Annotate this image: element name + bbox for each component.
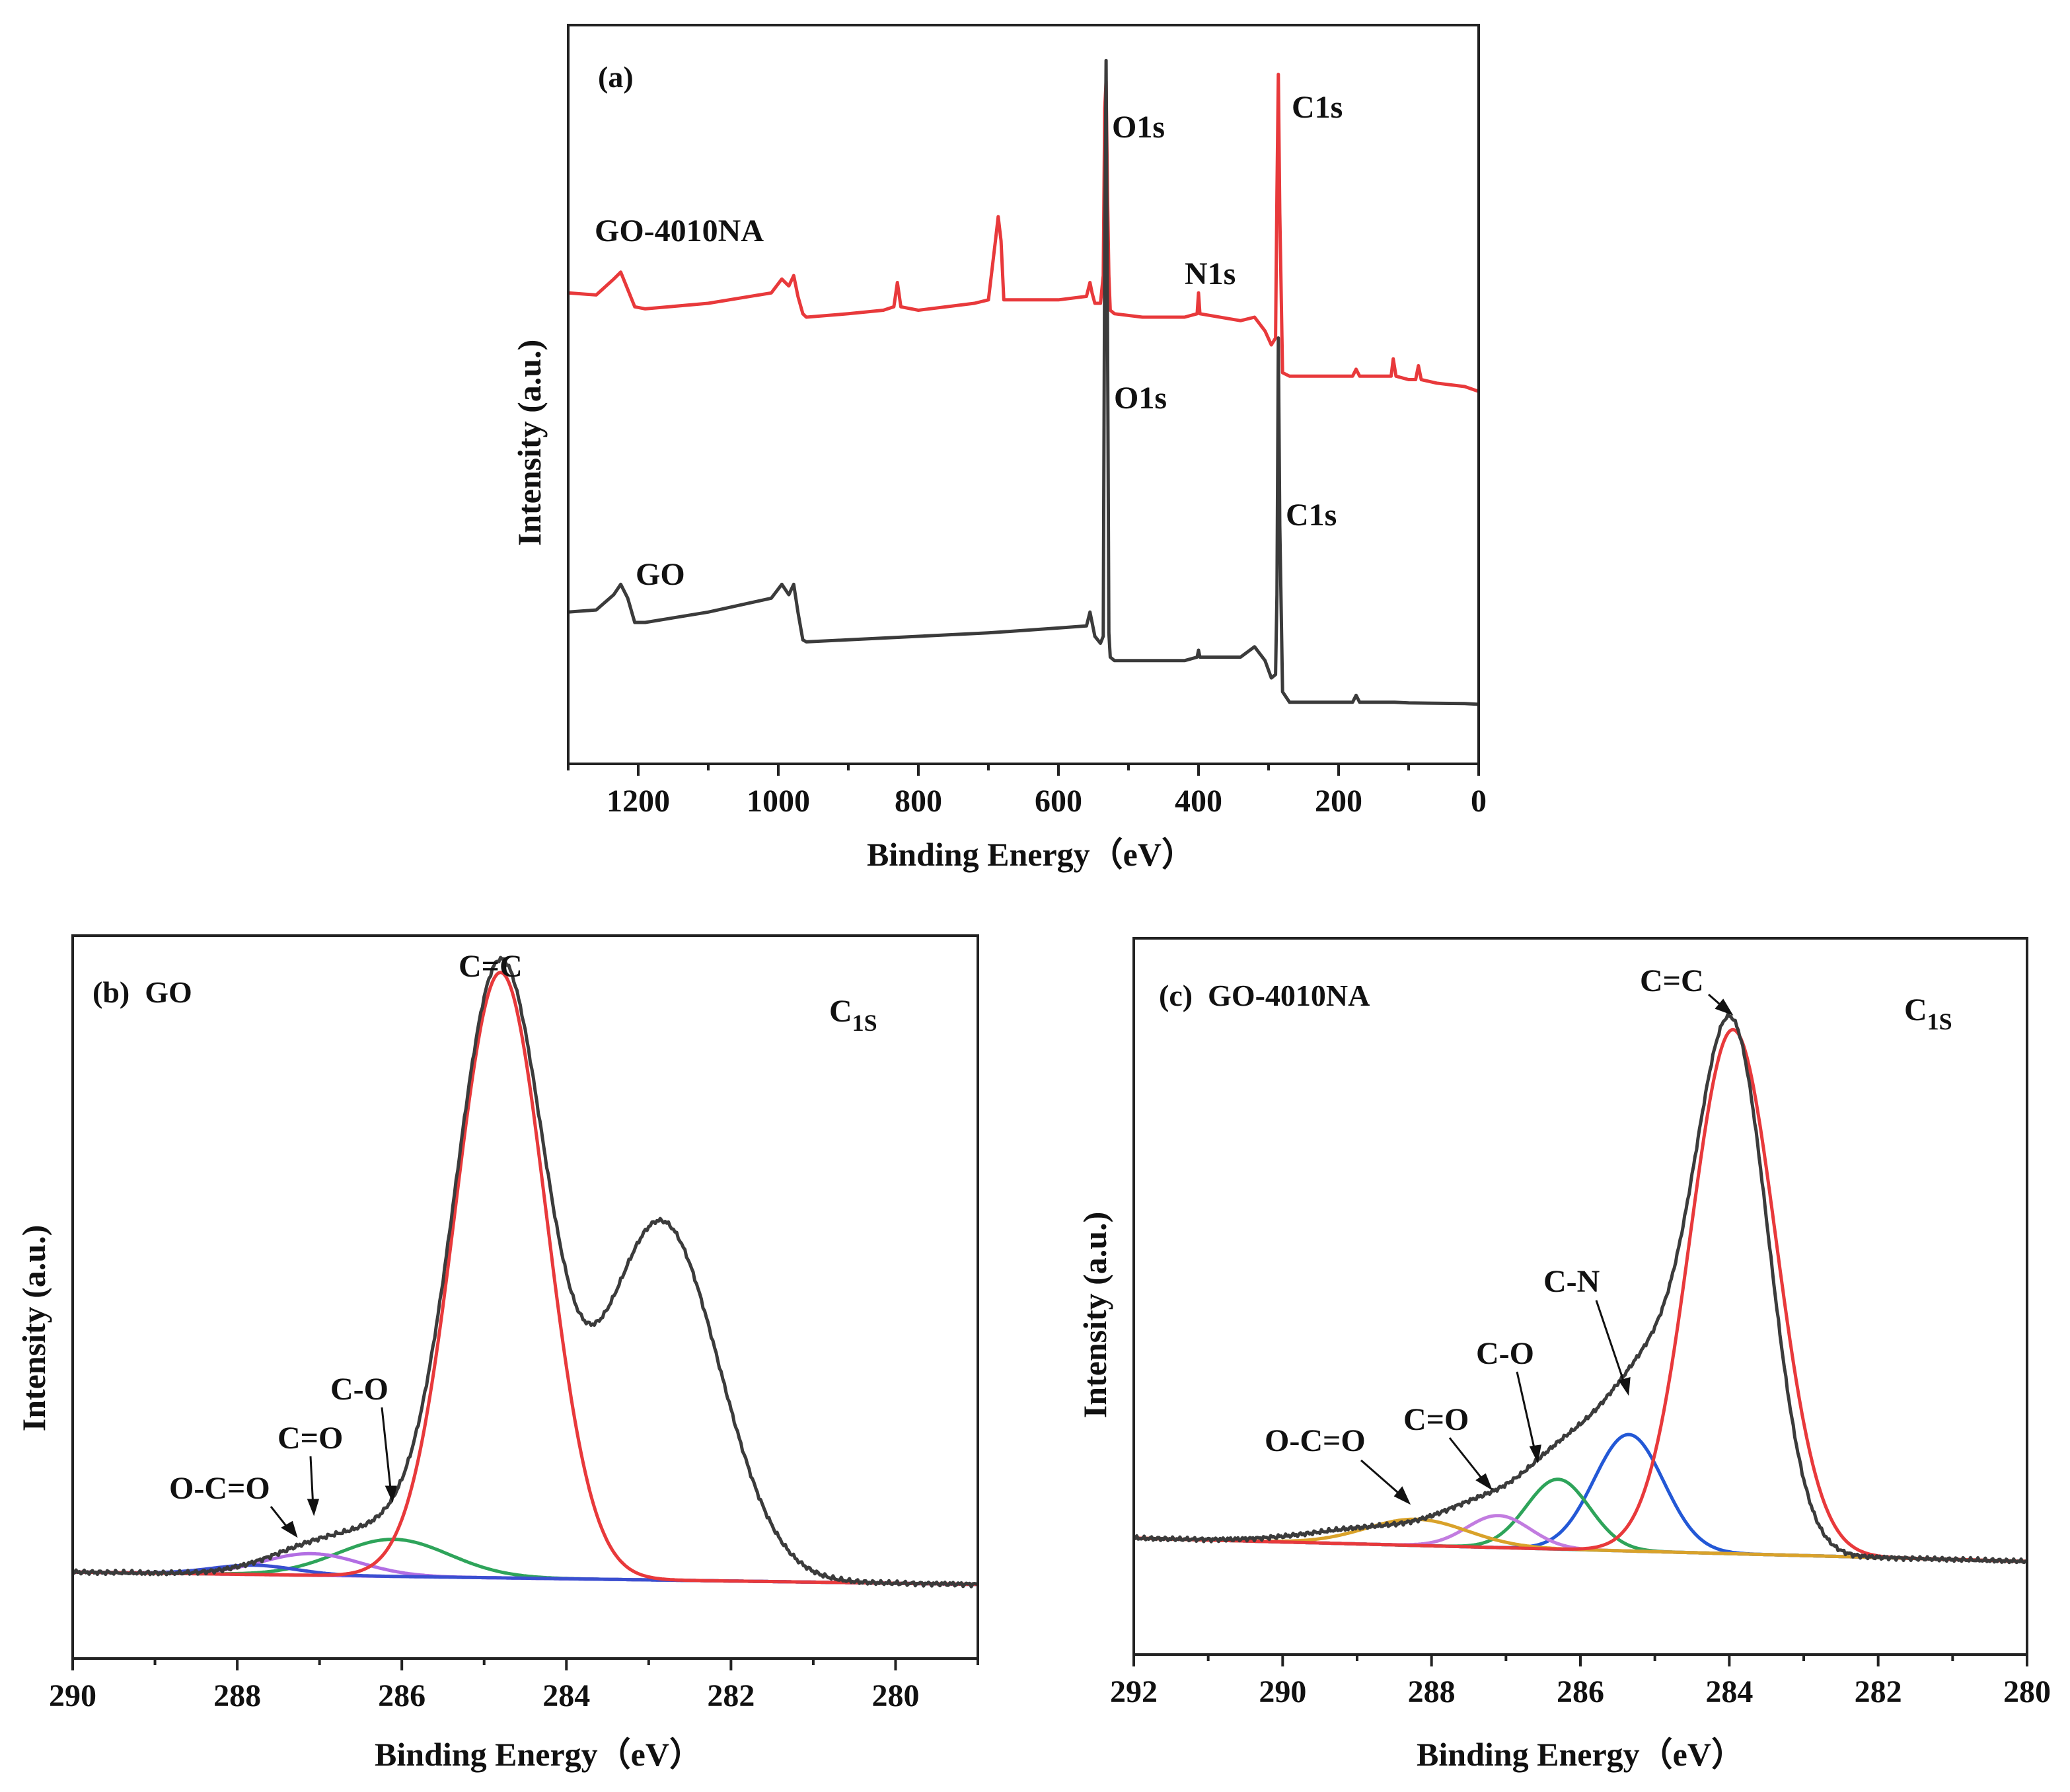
arrow-c-eq-o-head	[1475, 1473, 1493, 1491]
panel-b-x-axis-title: Binding Energy（eV）	[375, 1736, 702, 1773]
panel-c-plot-area	[1133, 1012, 2028, 1565]
arrow-c-o	[1516, 1371, 1537, 1454]
panel-c-label-c-eq-o: C=O	[1403, 1402, 1469, 1437]
panel-b-tick-label-284: 284	[542, 1678, 590, 1713]
panel-b-label: (b) GO	[92, 975, 192, 1009]
arrow-c-o-head	[1529, 1444, 1541, 1464]
panel-a-label-go-c1s: C1s	[1286, 498, 1337, 533]
panel-a-x-axis-title: Binding Energy（eV）	[867, 836, 1195, 873]
panel-a-label-go4010na-c1s: C1s	[1292, 90, 1343, 125]
panel-b-label-c-eq-o: C=O	[277, 1421, 343, 1456]
panel-a-tick-label-800: 800	[895, 784, 942, 819]
panel-c-tick-label-280: 280	[2003, 1674, 2051, 1709]
arrow-o-c-eq-o-head	[1393, 1486, 1411, 1505]
panel-c-label-c-n: C-N	[1543, 1264, 1600, 1299]
panel-c-tick-label-282: 282	[1855, 1674, 1902, 1709]
panel-c-label-o-c-eq-o: O-C=O	[1265, 1423, 1366, 1458]
panel-b-corner-label: C1S	[829, 994, 877, 1036]
panel-b-label-c-eq-c: C=C	[459, 949, 523, 984]
arrow-c-eq-c-head	[1715, 998, 1734, 1016]
panel-c-label: (c) GO-4010NA	[1159, 979, 1370, 1012]
panel-a-tick-label-0: 0	[1471, 784, 1487, 819]
panel-c-x-ticks: 292 290 288 286 284 282 280	[1110, 1655, 2051, 1709]
panel-a-tick-label-1200: 1200	[607, 784, 670, 819]
panel-c-tick-label-284: 284	[1705, 1674, 1753, 1709]
panel-b-tick-label-286: 286	[378, 1678, 425, 1713]
panel-a-tick-label-1000: 1000	[747, 784, 810, 819]
panel-b-label-o-c-eq-o: O-C=O	[169, 1471, 270, 1506]
arrow-c-eq-o	[1448, 1437, 1487, 1483]
panel-b-series-c-eq-c	[73, 971, 978, 1587]
panel-b-tick-label-288: 288	[213, 1678, 261, 1713]
panel-b-tick-label-282: 282	[707, 1678, 755, 1713]
arrow-c-o	[381, 1407, 392, 1495]
panel-a-label-go-sample: GO	[636, 557, 685, 592]
panel-a-label-go4010na-n1s: N1s	[1185, 256, 1236, 291]
arrow-c-o-head	[385, 1485, 397, 1503]
panel-b-tick-label-290: 290	[49, 1678, 96, 1713]
panel-a-tick-label-200: 200	[1315, 784, 1362, 819]
panel-c-y-axis-title: Intensity (a.u.)	[1076, 1212, 1113, 1419]
panel-b-tick-label-280: 280	[871, 1678, 919, 1713]
panel-b-plot-area	[72, 955, 979, 1588]
panel-a-label-go4010na-sample: GO-4010NA	[595, 213, 764, 248]
panel-c-tick-label-286: 286	[1557, 1674, 1604, 1709]
series-line-go	[568, 59, 1479, 706]
panel-a-label: (a)	[598, 60, 634, 94]
panel-c-tick-label-290: 290	[1259, 1674, 1306, 1709]
panel-c-tick-label-288: 288	[1408, 1674, 1456, 1709]
panel-b-series-raw-spectrum	[72, 955, 979, 1588]
panel-a-tick-label-400: 400	[1175, 784, 1222, 819]
panel-b-frame	[71, 934, 979, 1660]
panel-a-tick-label-600: 600	[1035, 784, 1082, 819]
panel-c-label-c-o: C-O	[1476, 1336, 1534, 1371]
panel-a-label-go-o1s: O1s	[1114, 381, 1167, 416]
panel-b-y-axis-title: Intensity (a.u.)	[15, 1225, 52, 1432]
panel-a-x-ticks: 1200 1000 800 600 400 200 0	[567, 764, 1487, 819]
arrow-c-n-head	[1618, 1376, 1631, 1396]
panel-b-label-c-o: C-O	[330, 1372, 388, 1407]
arrow-c-eq-o-head	[307, 1499, 320, 1516]
panel-c-annotation-arrows	[1360, 993, 1734, 1505]
panel-a-y-axis-title: Intensity (a.u.)	[511, 340, 548, 546]
panel-a-label-go4010na-o1s: O1s	[1112, 110, 1165, 145]
arrow-o-c-eq-o-head	[281, 1520, 298, 1538]
panel-a-survey-spectra: 1200 1000 800 600 400 200 0 (a) GO-4010NA O1s …	[511, 24, 1487, 873]
panel-c-go4010na-c1s: 292 290 288 286 284 282 280 (c) GO-4010NA C1S …	[1076, 937, 2051, 1773]
panel-b-go-c1s: 290 288 286 284 282 280 (b) GO C1S C=C C-O C=…	[15, 934, 979, 1773]
panel-c-x-axis-title: Binding Energy（eV）	[1417, 1736, 1744, 1773]
panel-c-corner-label: C1S	[1904, 992, 1952, 1035]
panel-b-annotation-arrows	[270, 1407, 397, 1538]
arrow-c-n	[1595, 1300, 1627, 1387]
panel-b-x-ticks: 290 288 286 284 282 280	[49, 1659, 979, 1713]
panel-a-frame	[567, 24, 1480, 765]
panel-c-label-c-eq-c: C=C	[1640, 963, 1704, 998]
panel-c-tick-label-292: 292	[1110, 1674, 1158, 1709]
arrow-o-c-eq-o	[1360, 1459, 1404, 1499]
panel-a-plot-area	[568, 59, 1479, 706]
panel-c-series-raw-spectrum	[1133, 1012, 2028, 1565]
